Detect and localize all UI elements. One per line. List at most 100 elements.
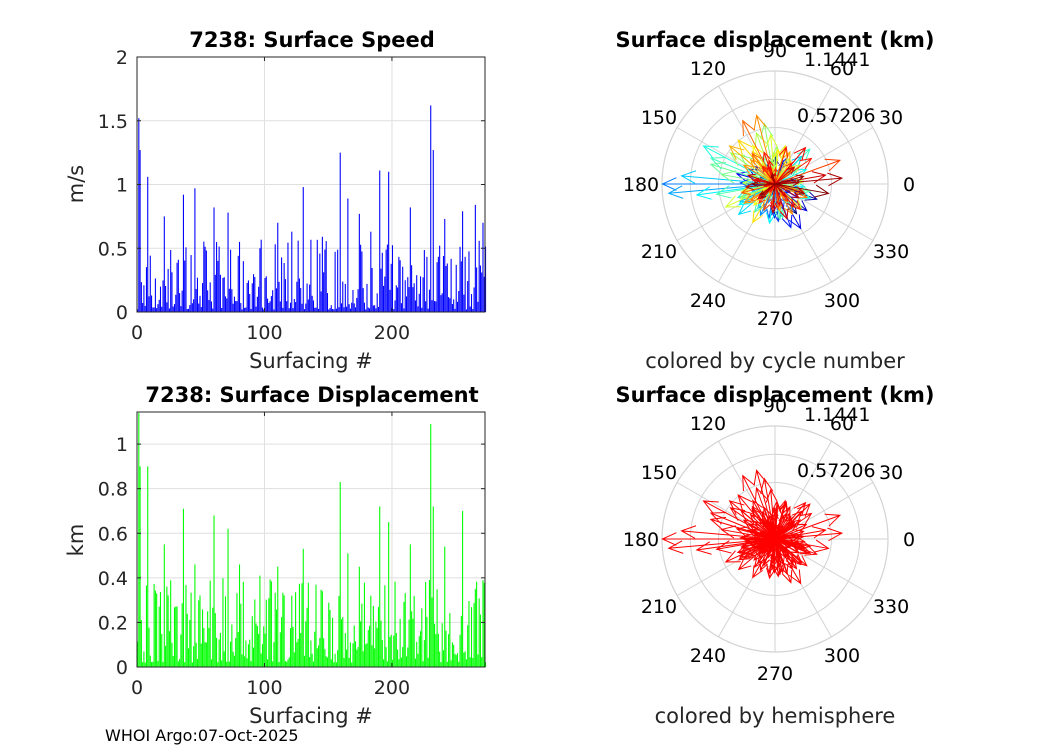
bar: [348, 657, 350, 667]
bar: [166, 302, 168, 312]
bar: [228, 661, 230, 667]
bar: [310, 640, 312, 667]
y-tick-label: 0.4: [98, 568, 128, 590]
x-tick-labels: 0 100 200: [131, 677, 410, 699]
bar: [334, 653, 336, 667]
bar: [263, 626, 265, 667]
chart-caption: colored by hemisphere: [655, 704, 896, 728]
bar: [477, 654, 479, 667]
y-tick-label: 0.6: [98, 523, 128, 545]
bar: [353, 625, 355, 667]
displacement-arrow: [761, 165, 776, 185]
displacement-arrow: [774, 183, 806, 195]
bar: [451, 303, 453, 312]
bar: [421, 608, 423, 667]
bar: [152, 307, 154, 312]
bar: [395, 285, 397, 312]
bar: [249, 639, 251, 667]
displacement-arrow: [724, 183, 776, 208]
bar: [293, 652, 295, 667]
bar: [284, 660, 286, 667]
bar: [289, 627, 292, 667]
bar: [349, 642, 351, 667]
bar: [199, 595, 201, 667]
bar: [231, 624, 233, 667]
bar: [440, 295, 442, 312]
y-tick-label: 0: [116, 657, 128, 679]
bar: [332, 617, 334, 667]
bar: [139, 466, 141, 667]
bar: [326, 293, 329, 312]
bar: [481, 272, 483, 312]
bar: [465, 659, 467, 667]
bar: [193, 646, 195, 667]
bar: [177, 259, 179, 312]
bar: [483, 276, 485, 312]
y-tick-label: 0.8: [98, 479, 128, 501]
bar: [325, 241, 327, 312]
bar: [393, 309, 395, 312]
bar: [268, 598, 270, 667]
bar: [235, 638, 237, 667]
bar: [348, 304, 350, 312]
y-tick-label: 1: [116, 175, 128, 197]
displacement-arrow: [774, 527, 844, 542]
bar: [408, 287, 410, 312]
bar: [139, 150, 141, 312]
displacement-arrow: [774, 183, 783, 193]
bar: [232, 303, 234, 312]
bar: [384, 276, 386, 312]
bar: [367, 307, 369, 312]
bar: [449, 612, 451, 667]
bar: [140, 620, 142, 667]
bar: [298, 278, 300, 312]
bar: [189, 619, 191, 667]
displacement-arrow: [774, 500, 789, 540]
angle-label: 330: [873, 241, 909, 263]
angle-label: 150: [641, 462, 677, 484]
bar: [213, 207, 215, 312]
bar: [335, 308, 337, 312]
bar: [478, 598, 480, 667]
displacement-vectors: [661, 469, 844, 585]
bar: [467, 625, 469, 667]
bar: [193, 299, 195, 312]
bar: [303, 309, 306, 312]
bar: [383, 285, 385, 312]
bar: [168, 631, 170, 667]
bar: [353, 303, 355, 312]
bar: [157, 304, 159, 312]
bar: [474, 588, 476, 667]
bar: [259, 248, 261, 312]
bar: [138, 118, 140, 312]
bar: [214, 613, 216, 667]
displacement-arrow: [702, 500, 776, 540]
bar: [190, 592, 192, 667]
bar: [340, 619, 343, 667]
bar: [286, 661, 288, 667]
bar: [389, 289, 391, 312]
bar: [261, 307, 264, 312]
displacement-arrow: [774, 521, 796, 540]
bar: [261, 644, 264, 667]
bar: [376, 293, 378, 312]
bar: [241, 309, 243, 312]
y-tick-label: 1.5: [98, 111, 128, 133]
bar: [338, 307, 340, 312]
bar: [369, 308, 371, 312]
bar: [459, 634, 461, 667]
bar: [347, 553, 349, 667]
bar: [419, 631, 422, 667]
displacement-arrow: [702, 145, 776, 185]
bar: [389, 636, 391, 667]
bar: [286, 301, 288, 312]
displacement-arrow: [774, 172, 844, 187]
bar: [463, 652, 465, 667]
bar: [473, 603, 475, 667]
bar: [310, 239, 312, 312]
bar: [465, 309, 467, 312]
bar: [171, 272, 173, 312]
bar: [338, 596, 340, 667]
angle-label: 60: [830, 413, 854, 435]
bar: [185, 584, 187, 667]
